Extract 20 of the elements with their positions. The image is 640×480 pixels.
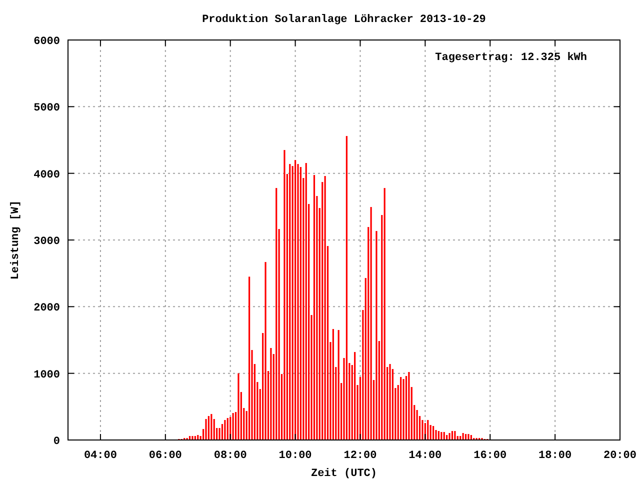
x-tick-label: 12:00: [344, 450, 377, 462]
x-tick-label: 06:00: [148, 450, 182, 462]
x-tick-label: 04:00: [84, 450, 117, 462]
y-tick-label: 5000: [34, 102, 60, 115]
annotation: Tagesertrag: 12.325 kWh: [435, 52, 587, 64]
y-axis-title: Leistung [W]: [10, 200, 22, 280]
y-tick-label: 2000: [34, 302, 60, 315]
x-tick-label: 14:00: [408, 450, 442, 462]
x-tick-label: 16:00: [474, 450, 507, 462]
y-tick-label: 4000: [34, 169, 60, 182]
x-tick-label: 20:00: [603, 450, 637, 462]
x-tick-label: 18:00: [538, 450, 572, 462]
y-tick-label: 6000: [34, 36, 60, 48]
y-tick-label: 3000: [34, 236, 60, 248]
y-tick-label: 0: [53, 436, 60, 448]
x-tick-label: 08:00: [214, 450, 247, 462]
chart-title: Produktion Solaranlage Löhracker 2013-10-29: [202, 14, 486, 26]
x-axis-title: Zeit (UTC): [310, 468, 378, 480]
y-tick-label: 1000: [34, 369, 60, 382]
x-tick-label: 10:00: [278, 450, 312, 462]
